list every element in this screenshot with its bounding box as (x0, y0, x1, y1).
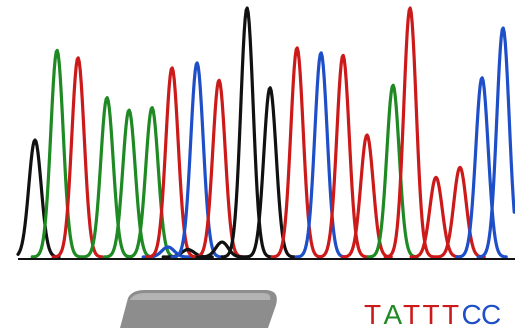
partial-photo-object (120, 290, 277, 328)
peak-a-5 (125, 106, 178, 259)
peak-t-21 (433, 165, 486, 259)
peak-c-22 (455, 76, 508, 259)
peak-a-18 (366, 83, 419, 259)
peak-a-3 (80, 96, 133, 259)
peak-t-14 (270, 46, 323, 259)
peak-g-11 (195, 240, 248, 259)
peak-t-17 (340, 133, 393, 259)
peak-t-19 (383, 6, 436, 259)
peak-t-10 (192, 78, 245, 259)
peak-g-13 (243, 86, 296, 259)
peak-a-4 (102, 108, 155, 259)
peak-g-12 (220, 6, 273, 259)
peak-g-0 (16, 138, 61, 259)
base-call-letter: T (442, 299, 459, 328)
base-call-letter: C (462, 299, 482, 328)
partial-object-highlight (130, 293, 271, 300)
peak-t-20 (409, 175, 462, 259)
base-call-letter: T (403, 299, 420, 328)
base-call-letter: T (423, 299, 440, 328)
peak-c-23 (476, 26, 515, 259)
base-call-letter: C (481, 299, 501, 328)
peak-c-15 (294, 51, 347, 259)
base-call-letter: A (384, 299, 403, 328)
base-call-letter: T (364, 299, 381, 328)
trace-layer (16, 6, 515, 259)
peak-a-1 (30, 48, 83, 259)
peak-t-2 (51, 56, 104, 259)
peak-t-16 (316, 53, 369, 259)
